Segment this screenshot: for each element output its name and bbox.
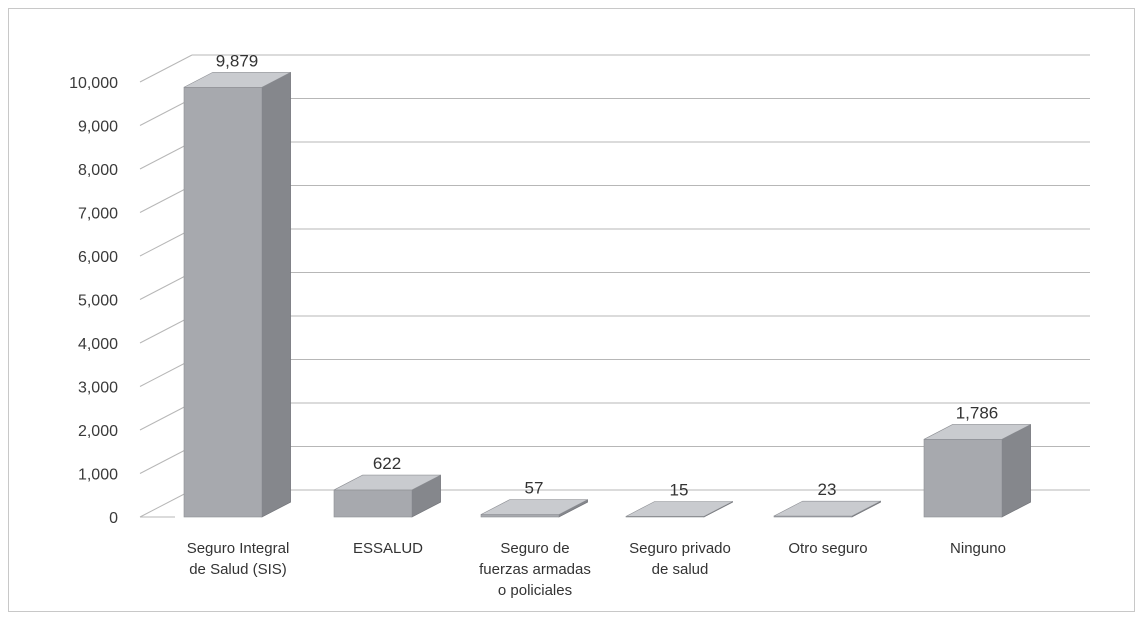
data-label: 23 bbox=[818, 480, 837, 499]
y-tick-label: 1,000 bbox=[78, 467, 118, 484]
gridline-side-5 bbox=[139, 272, 193, 300]
x-tick-label-line: fuerzas armadas bbox=[479, 561, 591, 578]
x-tick-label-line: Seguro Integral bbox=[187, 540, 290, 557]
x-tick-label-line: Seguro privado bbox=[629, 540, 731, 557]
bar bbox=[480, 514, 560, 518]
gridline-side-2 bbox=[139, 402, 193, 431]
x-tick-label-line: o policiales bbox=[498, 582, 572, 599]
gridline-side-0 bbox=[139, 489, 193, 518]
gridline-side-9 bbox=[139, 98, 193, 126]
y-tick-label: 8,000 bbox=[78, 162, 118, 179]
bar bbox=[923, 439, 1003, 518]
y-tick-label: 0 bbox=[109, 510, 118, 527]
data-label: 15 bbox=[670, 480, 689, 499]
gridline-side-6 bbox=[139, 228, 193, 257]
x-tick-label: Seguro Integral de Salud (SIS) bbox=[187, 540, 290, 578]
bar-top bbox=[333, 474, 441, 491]
data-label: 9,879 bbox=[216, 51, 259, 70]
data-label: 622 bbox=[373, 454, 401, 473]
x-tick-label: Seguro privado de salud bbox=[629, 540, 731, 578]
gridline-side-4 bbox=[139, 315, 193, 344]
gridline-side-1 bbox=[139, 446, 193, 474]
x-tick-label-line: Otro seguro bbox=[788, 540, 867, 557]
x-tick-label-line: ESSALUD bbox=[353, 540, 423, 557]
x-tick-label-line: de salud bbox=[652, 561, 709, 578]
x-tick-label: Ninguno bbox=[950, 540, 1006, 557]
bar-top bbox=[625, 501, 733, 517]
x-tick-label-line: Ninguno bbox=[950, 540, 1006, 557]
gridline-side-8 bbox=[139, 141, 193, 170]
x-tick-label: Otro seguro bbox=[788, 540, 867, 557]
y-tick-label: 10,000 bbox=[69, 75, 118, 92]
data-label: 57 bbox=[525, 479, 544, 498]
y-tick-label: 2,000 bbox=[78, 423, 118, 440]
x-tick-label: ESSALUD bbox=[353, 540, 423, 557]
y-tick-label: 9,000 bbox=[78, 119, 118, 136]
y-tick-label: 3,000 bbox=[78, 380, 118, 397]
bar-top bbox=[773, 500, 881, 517]
data-label: 1,786 bbox=[956, 403, 999, 422]
y-tick-label: 5,000 bbox=[78, 293, 118, 310]
bar-top bbox=[923, 424, 1031, 440]
y-tick-label: 7,000 bbox=[78, 206, 118, 223]
bar-side bbox=[261, 71, 291, 518]
x-tick-label-line: de Salud (SIS) bbox=[189, 561, 287, 578]
bar bbox=[333, 489, 413, 518]
gridline-side-10 bbox=[139, 54, 193, 83]
x-tick-label: Seguro de fuerzas armadas o policiales bbox=[479, 540, 591, 599]
gridline-side-3 bbox=[139, 359, 193, 387]
bar-top bbox=[480, 499, 588, 515]
x-tick-label-line: Seguro de bbox=[500, 540, 569, 557]
y-tick-label: 6,000 bbox=[78, 249, 118, 266]
bar-side bbox=[1001, 423, 1031, 518]
y-tick-label: 4,000 bbox=[78, 336, 118, 353]
gridline-side-7 bbox=[139, 185, 193, 213]
bar-top bbox=[183, 72, 291, 88]
bar bbox=[183, 86, 263, 518]
